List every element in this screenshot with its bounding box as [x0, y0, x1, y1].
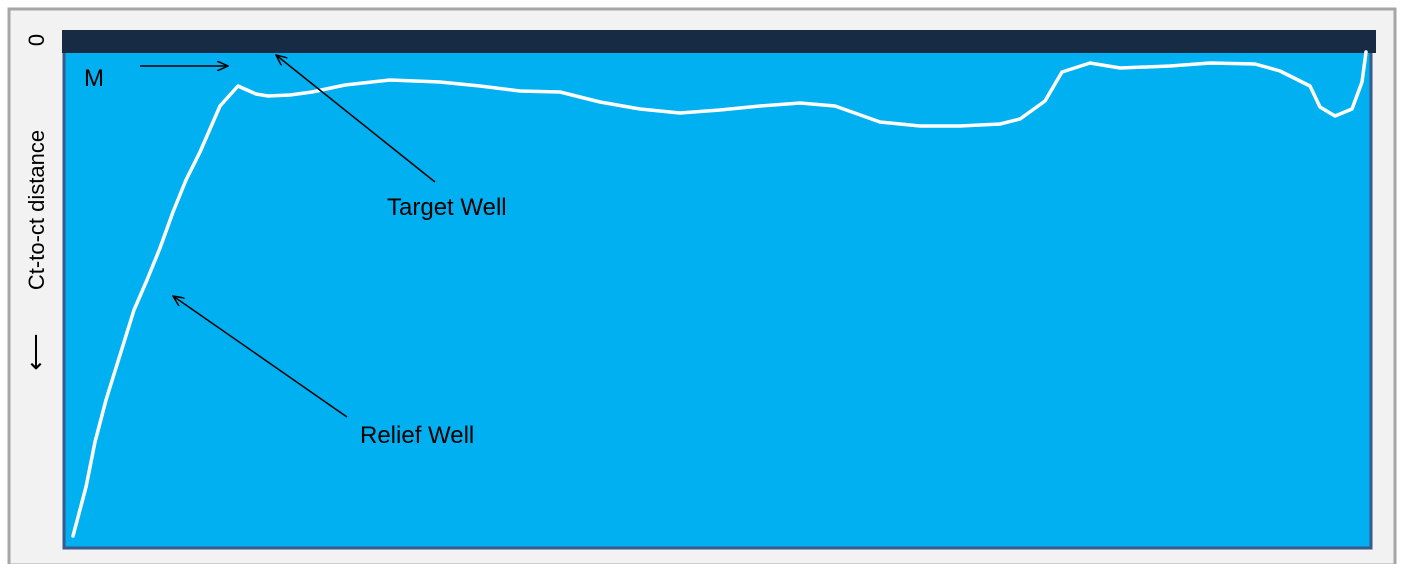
zero-label: 0 [24, 34, 49, 46]
relief-well-label: Relief Well [360, 422, 474, 449]
target-well-label: Target Well [387, 194, 507, 221]
target-well-arrow [276, 55, 436, 183]
m-label: M [84, 65, 104, 92]
relief-well-curve [71, 50, 1368, 538]
relief-well-arrow [173, 296, 348, 418]
axis-label: Ct-to-ct distance [24, 130, 49, 290]
axis-down-arrow-icon: ⟵ [20, 333, 50, 370]
well-panel [62, 36, 1373, 550]
target-well-bar [62, 30, 1376, 53]
